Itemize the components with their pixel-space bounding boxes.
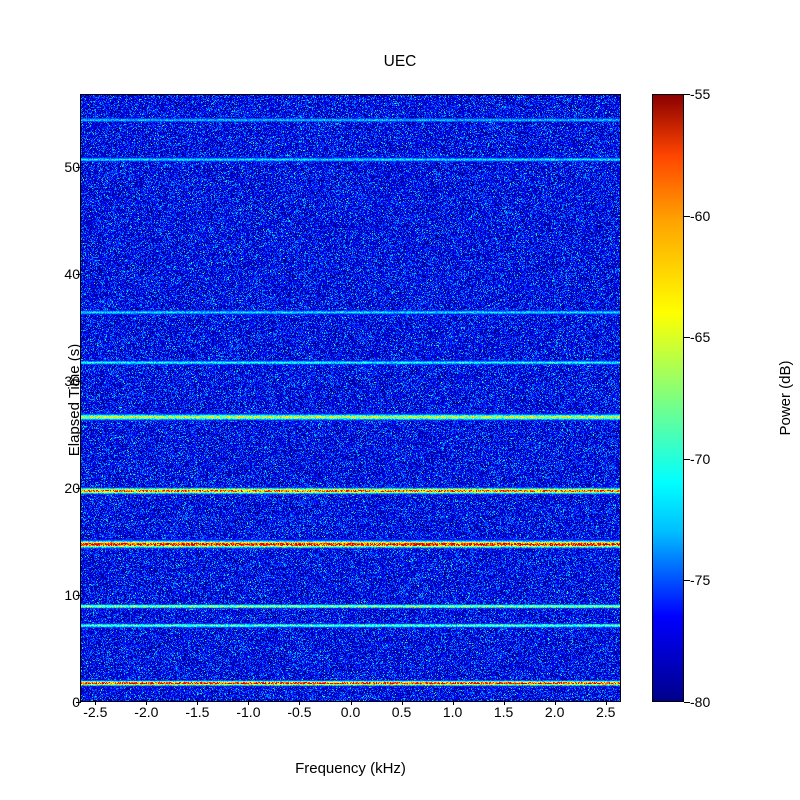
- x-tick-label--2.5: -2.5: [83, 704, 107, 720]
- x-tick-label-1.5: 1.5: [494, 704, 513, 720]
- x-tick-mark-0: [351, 700, 352, 705]
- x-tick-mark-1.5: [504, 700, 505, 705]
- x-tick-mark--1: [248, 700, 249, 705]
- colorbar-title: Power (dB): [777, 360, 794, 435]
- x-axis-title: Frequency (kHz): [80, 760, 621, 777]
- colorbar-tick-label--60: -60: [690, 208, 710, 224]
- x-tick-label-0.5: 0.5: [392, 704, 411, 720]
- x-tick-mark-1: [453, 700, 454, 705]
- spectrogram-plot[interactable]: [80, 94, 621, 702]
- colorbar-tick-label--55: -55: [690, 86, 710, 102]
- y-axis-title: Elapsed Time (s): [66, 344, 83, 457]
- x-tick-label-0: 0.0: [341, 704, 360, 720]
- colorbar-gradient[interactable]: [652, 94, 684, 702]
- x-tick-label--0.5: -0.5: [287, 704, 311, 720]
- colorbar-tick-mark--80: [684, 702, 690, 703]
- colorbar-tick-mark--75: [684, 580, 690, 581]
- spectrogram-canvas[interactable]: [81, 95, 621, 702]
- x-tick-mark-0.5: [402, 700, 403, 705]
- x-tick-label-1: 1.0: [443, 704, 462, 720]
- x-tick-mark--2.5: [95, 700, 96, 705]
- y-tick-mark-0: [76, 702, 81, 703]
- x-tick-label--1.5: -1.5: [185, 704, 209, 720]
- y-tick-mark-10: [76, 595, 81, 596]
- spectrogram-window: UEC Center freq. (MHz) : 110.100000 Star…: [0, 0, 800, 800]
- x-tick-mark-2: [555, 700, 556, 705]
- colorbar-tick-mark--55: [684, 94, 690, 95]
- y-tick-mark-40: [76, 274, 81, 275]
- y-tick-mark-30: [76, 381, 81, 382]
- colorbar-tick-label--75: -75: [690, 572, 710, 588]
- colorbar-tick-label--65: -65: [690, 329, 710, 345]
- x-tick-label--1: -1.0: [236, 704, 260, 720]
- colorbar-tick-mark--70: [684, 459, 690, 460]
- colorbar-tick-mark--65: [684, 337, 690, 338]
- x-tick-mark--0.5: [299, 700, 300, 705]
- x-tick-label-2.5: 2.5: [596, 704, 615, 720]
- colorbar-tick-label--70: -70: [690, 451, 710, 467]
- x-tick-label--2: -2.0: [134, 704, 158, 720]
- y-tick-mark-20: [76, 488, 81, 489]
- x-tick-mark--2: [146, 700, 147, 705]
- y-tick-mark-50: [76, 167, 81, 168]
- colorbar-tick-mark--60: [684, 216, 690, 217]
- x-tick-mark--1.5: [197, 700, 198, 705]
- colorbar-tick-label--80: -80: [690, 694, 710, 710]
- x-tick-label-2: 2.0: [545, 704, 564, 720]
- title-main-label: UEC: [0, 52, 800, 71]
- x-tick-mark-2.5: [606, 700, 607, 705]
